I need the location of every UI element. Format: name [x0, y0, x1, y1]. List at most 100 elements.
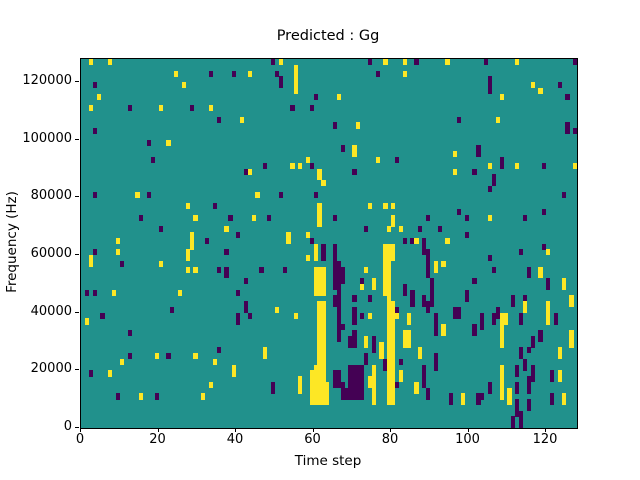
heatmap-cell [112, 289, 117, 296]
heatmap-cell [332, 295, 338, 308]
heatmap-cell [499, 364, 504, 400]
heatmap-cell [88, 255, 94, 267]
heatmap-cell [166, 139, 171, 146]
heatmap-cell [425, 249, 431, 267]
heatmap-cell [313, 243, 318, 262]
heatmap-cell [360, 312, 365, 319]
heatmap-cell [88, 105, 94, 112]
heatmap-cell [336, 295, 342, 342]
heatmap-cell [546, 249, 551, 256]
y-tick-mark [75, 369, 79, 371]
heatmap-cell [247, 168, 252, 175]
heatmap-cell [387, 295, 392, 406]
heatmap-cell [236, 231, 241, 239]
heatmap-cell [360, 364, 365, 400]
heatmap-cell [96, 93, 101, 100]
heatmap-cell [185, 203, 190, 210]
heatmap-cell [247, 312, 252, 319]
heatmap-cell [115, 393, 121, 400]
heatmap-cell [456, 306, 462, 319]
heatmap-cell [518, 249, 524, 256]
heatmap-cell [402, 283, 407, 296]
heatmap-cell [321, 180, 326, 187]
heatmap-cell [317, 203, 322, 227]
heatmap-cell [383, 59, 388, 66]
heatmap-cell [526, 266, 531, 279]
heatmap-cell [100, 312, 105, 319]
heatmap-cell [174, 70, 179, 77]
heatmap-cell [367, 295, 373, 302]
y-tick-mark [75, 311, 79, 313]
heatmap-cell [456, 208, 462, 216]
heatmap-cell [515, 381, 520, 394]
x-tick-mark [157, 428, 159, 432]
heatmap-cell [383, 203, 388, 210]
heatmap-cell [499, 324, 504, 348]
heatmap-cell [538, 329, 543, 342]
heatmap-cell [352, 168, 357, 175]
heatmap-cell [414, 237, 419, 244]
heatmap-cell [464, 214, 469, 221]
heatmap-cell [185, 249, 190, 262]
heatmap-cell [340, 145, 345, 152]
heatmap-cell [375, 70, 380, 77]
heatmap-cell [453, 168, 458, 175]
heatmap-cell [410, 289, 415, 308]
heatmap-cell [414, 381, 419, 394]
y-tick-mark [75, 138, 79, 140]
heatmap-cell [406, 329, 411, 348]
heatmap-cell [259, 266, 264, 273]
y-tick-mark [75, 81, 79, 83]
heatmap-cell [189, 231, 194, 250]
heatmap-cell [387, 226, 392, 233]
heatmap-cell [309, 237, 314, 244]
heatmap-cell [352, 306, 357, 325]
heatmap-cell [115, 249, 121, 256]
heatmap-cell [538, 266, 543, 279]
heatmap-cell [476, 145, 481, 158]
heatmap-cell [561, 191, 566, 198]
heatmap-cell [433, 353, 438, 371]
heatmap-cell [383, 243, 388, 296]
heatmap-cell [456, 116, 462, 123]
heatmap-cell [433, 260, 438, 273]
heatmap-cell [515, 364, 520, 377]
heatmap-cell [325, 381, 330, 406]
heatmap-cell [367, 312, 373, 319]
heatmap-cell [294, 64, 299, 94]
heatmap-cell [418, 226, 423, 233]
heatmap-cell [522, 358, 528, 371]
heatmap-cell [208, 105, 214, 112]
heatmap-cell [212, 358, 218, 365]
y-tick-label: 20000 [30, 361, 72, 377]
heatmap-cell [298, 376, 303, 394]
heatmap-cell [216, 347, 221, 354]
heatmap-cell [154, 393, 159, 400]
heatmap-cell [305, 255, 311, 262]
heatmap-cell [348, 364, 353, 400]
x-tick-mark [467, 428, 469, 432]
heatmap-cell [565, 93, 570, 100]
x-tick-mark [80, 428, 81, 432]
heatmap-cell [267, 214, 272, 221]
heatmap-cell [146, 191, 152, 198]
heatmap-cell [340, 381, 345, 400]
heatmap-cell [92, 289, 97, 296]
heatmap-cell [518, 410, 524, 428]
heatmap-cell [193, 266, 198, 273]
heatmap-cell [360, 283, 365, 291]
heatmap-cell [127, 105, 132, 112]
heatmap-cell [115, 237, 121, 244]
heatmap-cell [212, 203, 218, 210]
heatmap-cell [108, 370, 113, 377]
heatmap-cell [549, 393, 555, 406]
heatmap-cell [340, 324, 345, 331]
heatmap-cell [526, 347, 531, 354]
heatmap-cell [232, 70, 237, 77]
heatmap-cell [332, 122, 338, 129]
heatmap-cell [526, 376, 531, 394]
heatmap-cell [208, 70, 214, 77]
heatmap-cell [294, 312, 299, 319]
heatmap-cell [367, 376, 373, 389]
heatmap-cell [224, 226, 229, 233]
